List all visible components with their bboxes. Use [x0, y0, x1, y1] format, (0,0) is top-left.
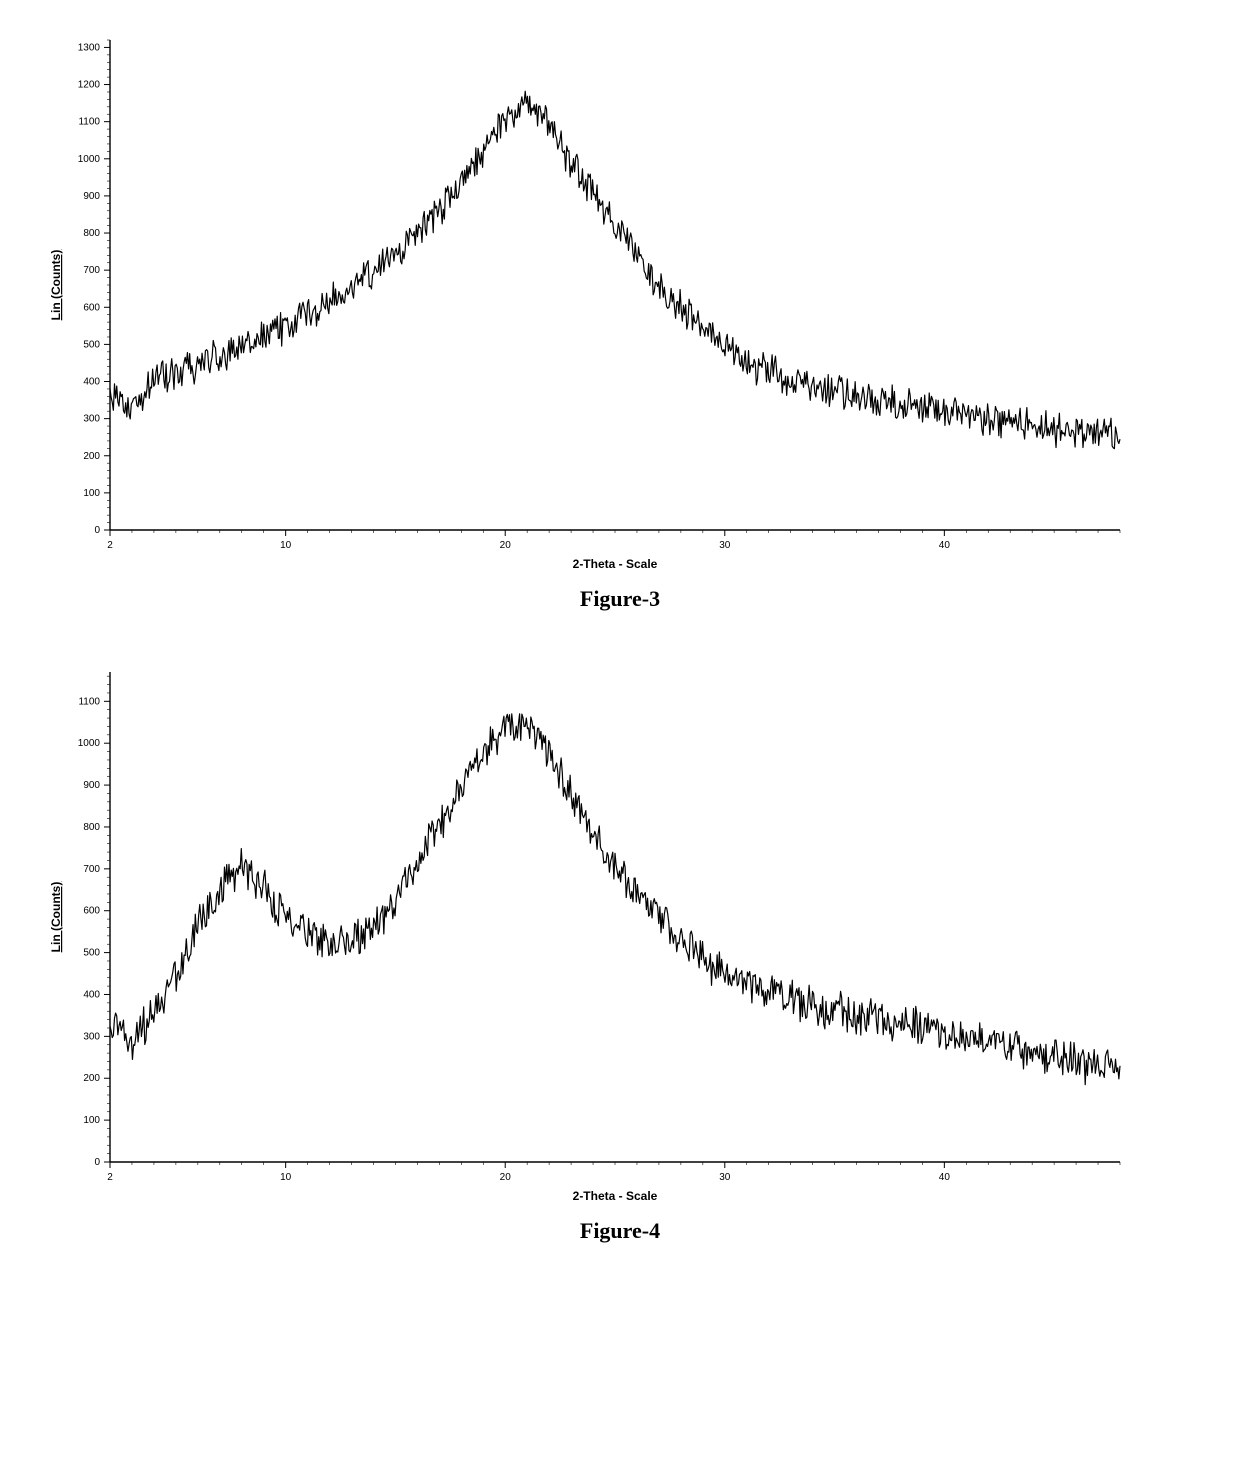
svg-text:40: 40 — [939, 540, 951, 551]
svg-text:2-Theta - Scale: 2-Theta - Scale — [573, 557, 658, 571]
page-root: 0100200300400500600700800900100011001200… — [0, 0, 1240, 1324]
svg-text:1000: 1000 — [78, 154, 101, 165]
svg-text:20: 20 — [500, 1172, 512, 1183]
svg-text:100: 100 — [83, 488, 100, 499]
svg-text:500: 500 — [83, 948, 100, 959]
svg-text:400: 400 — [83, 989, 100, 1000]
svg-text:1100: 1100 — [78, 696, 100, 707]
svg-text:500: 500 — [83, 339, 100, 350]
svg-text:1100: 1100 — [78, 117, 100, 128]
svg-text:30: 30 — [719, 540, 731, 551]
fig3-svg: 0 100 200 300 400 500 600 700 800 900 1000 1100 1200… — [40, 20, 1140, 580]
svg-text:30: 30 — [719, 1172, 731, 1183]
svg-text:10: 10 — [280, 1172, 292, 1183]
figure-4-chart: 0 100 200 300 400 500 600 700 800 900 1000 1100 2 10 2… — [40, 652, 1200, 1212]
svg-text:1300: 1300 — [78, 42, 101, 53]
figure-3-block: 0 100 200 300 400 500 600 700 800 900 1000 1100 1200… — [40, 20, 1200, 612]
svg-text:2-Theta - Scale: 2-Theta - Scale — [573, 1189, 658, 1203]
svg-text:300: 300 — [83, 1031, 100, 1042]
svg-text:100: 100 — [83, 1115, 100, 1126]
svg-text:40: 40 — [939, 1172, 951, 1183]
svg-text:0: 0 — [94, 525, 100, 536]
svg-text:600: 600 — [83, 906, 100, 917]
svg-text:700: 700 — [83, 864, 100, 875]
svg-text:900: 900 — [83, 191, 100, 202]
svg-text:1200: 1200 — [78, 80, 101, 91]
svg-text:700: 700 — [83, 265, 100, 276]
svg-text:2: 2 — [107, 540, 113, 551]
svg-text:0: 0 — [94, 1157, 100, 1168]
figure-3-caption: Figure-3 — [40, 586, 1200, 612]
svg-text:10: 10 — [280, 540, 292, 551]
svg-text:300: 300 — [83, 414, 100, 425]
svg-text:400: 400 — [83, 377, 100, 388]
svg-text:Lin (Counts): Lin (Counts) — [49, 250, 63, 321]
svg-text:800: 800 — [83, 228, 100, 239]
svg-text:Lin (Counts): Lin (Counts) — [49, 882, 63, 953]
svg-text:1000: 1000 — [78, 738, 101, 749]
svg-text:2: 2 — [107, 1172, 113, 1183]
figure-4-block: 0 100 200 300 400 500 600 700 800 900 1000 1100 2 10 2… — [40, 652, 1200, 1244]
svg-text:900: 900 — [83, 780, 100, 791]
svg-text:200: 200 — [83, 1073, 100, 1084]
svg-text:800: 800 — [83, 822, 100, 833]
svg-text:20: 20 — [500, 540, 512, 551]
fig4-svg: 0 100 200 300 400 500 600 700 800 900 1000 1100 2 10 2… — [40, 652, 1140, 1212]
svg-text:600: 600 — [83, 302, 100, 313]
svg-text:200: 200 — [83, 451, 100, 462]
figure-4-caption: Figure-4 — [40, 1218, 1200, 1244]
figure-3-chart: 0 100 200 300 400 500 600 700 800 900 1000 1100 1200… — [40, 20, 1200, 580]
